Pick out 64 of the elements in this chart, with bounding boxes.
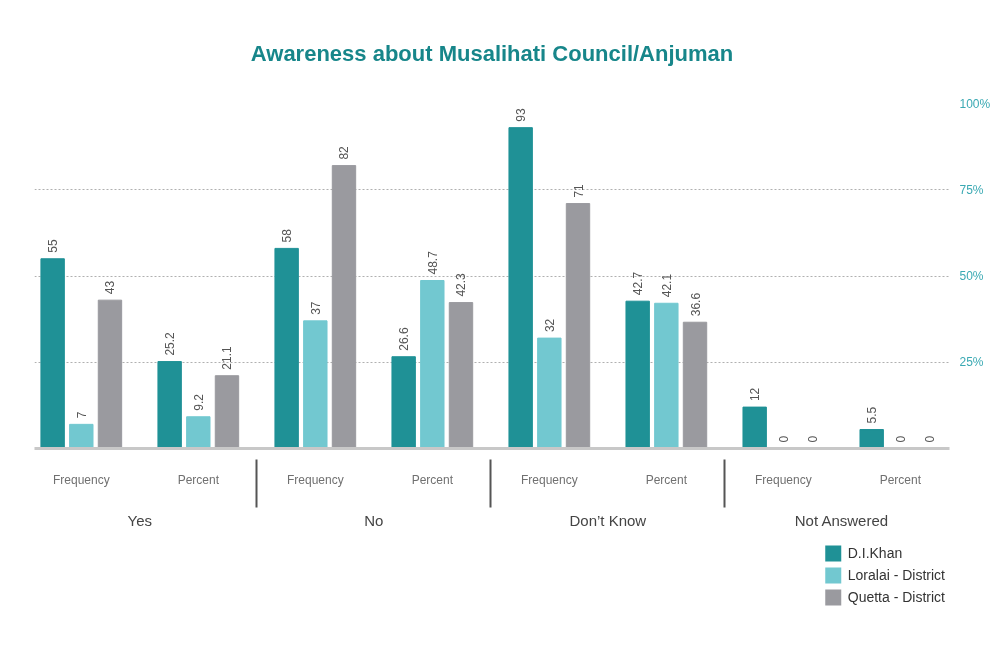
y-tick-label: 75% xyxy=(959,182,984,197)
y-tick-label: 25% xyxy=(959,355,984,370)
data-label: 9.2 xyxy=(191,393,206,411)
bar xyxy=(186,416,211,449)
data-label: 36.6 xyxy=(688,292,703,317)
bar xyxy=(303,320,328,449)
x-tick-label: Frequency xyxy=(755,472,812,487)
x-tick-label: Percent xyxy=(411,472,454,487)
data-label: 25.2 xyxy=(163,331,178,356)
data-label: 37 xyxy=(308,301,323,315)
data-label: 43 xyxy=(103,280,118,295)
x-tick-label: Frequency xyxy=(52,472,110,487)
y-tick-label: 50% xyxy=(959,269,984,283)
bar xyxy=(40,258,65,449)
chart-title: Awareness about Musalihati Council/Anjuman xyxy=(250,40,734,66)
data-label: 71 xyxy=(571,183,586,198)
data-label: 12 xyxy=(748,387,763,402)
data-label: 93 xyxy=(514,107,529,122)
data-label: 58 xyxy=(280,228,295,243)
data-label: 21.1 xyxy=(220,346,235,370)
bar xyxy=(859,429,884,449)
bar xyxy=(274,247,299,449)
data-label: 7 xyxy=(74,411,89,419)
bar xyxy=(157,361,182,449)
bar xyxy=(742,406,767,449)
bar xyxy=(625,300,650,449)
text: No xyxy=(364,511,384,529)
text: Not Answered xyxy=(794,511,889,529)
data-label: 42.1 xyxy=(659,273,674,298)
text: Don’t Know xyxy=(569,511,647,529)
bar xyxy=(654,302,679,449)
bar xyxy=(565,203,591,449)
data-label: 0 xyxy=(893,435,908,443)
legend-label: Loralai - District xyxy=(847,567,945,583)
x-tick-label: Percent xyxy=(879,472,922,487)
data-label: 55 xyxy=(46,239,61,253)
data-label: 5.5 xyxy=(865,406,880,424)
data-label: 42.3 xyxy=(454,272,469,297)
bar xyxy=(214,375,240,449)
bar xyxy=(682,321,708,449)
x-tick-label: Percent xyxy=(177,472,220,487)
bar xyxy=(331,165,357,449)
bar xyxy=(537,337,562,449)
bar xyxy=(69,423,94,449)
data-label: 82 xyxy=(337,145,352,160)
data-label: 0 xyxy=(805,435,820,443)
bar xyxy=(448,302,474,449)
bar xyxy=(420,279,445,449)
data-label: 0 xyxy=(922,435,937,443)
bar xyxy=(97,299,123,449)
data-label: 26.6 xyxy=(397,327,412,351)
text: Yes xyxy=(127,511,153,529)
x-tick-label: Percent xyxy=(645,472,688,487)
data-label: 48.7 xyxy=(425,250,440,275)
x-tick-label: Frequency xyxy=(520,472,578,487)
data-label: 32 xyxy=(542,318,557,333)
x-tick-label: Frequency xyxy=(286,472,344,487)
y-tick-label: 100% xyxy=(959,96,991,111)
data-label: 42.7 xyxy=(631,271,646,296)
legend-label: D.I.Khan xyxy=(847,545,903,561)
bar xyxy=(508,127,533,449)
bar xyxy=(391,356,416,449)
legend-label: Quetta - District xyxy=(847,589,945,605)
data-label: 0 xyxy=(776,435,791,443)
